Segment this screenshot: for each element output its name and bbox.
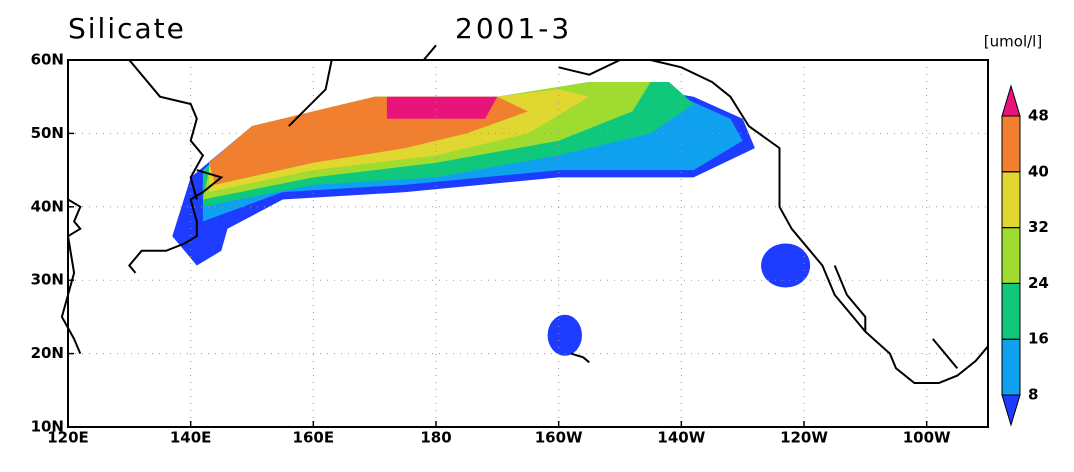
x-tick-label: 160W [535,429,583,447]
colorbar-segment [1001,227,1021,284]
y-tick-label: 20N [31,344,64,362]
y-tick-label: 50N [31,124,64,142]
colorbar-tick-label: 32 [1028,218,1049,236]
x-tick-label: 180 [420,429,451,447]
contour-region [547,314,582,356]
contour-region [761,243,811,288]
chart-subtitle: 2001-3 [455,12,572,45]
x-tick-label: 120E [47,429,89,447]
x-tick-label: 120W [780,429,828,447]
coastline [288,59,333,127]
x-tick-label: 160E [293,429,335,447]
coastline [833,265,867,332]
colorbar-segment [1001,282,1021,340]
contour-fills [172,82,811,356]
x-tick-label: 100W [903,429,951,447]
colorbar-tick-label: 24 [1028,274,1049,292]
colorbar-segment [1001,171,1021,229]
y-tick-label: 60N [31,51,64,69]
contour-region [209,96,528,185]
coastline [932,338,959,369]
coastline [127,169,224,274]
coastline [60,198,82,354]
coastline [422,44,437,61]
colorbar-segment [1001,394,1021,427]
y-tick-label: 30N [31,271,64,289]
coastline [570,352,590,364]
coastline [128,59,205,200]
colorbar-tick-label: 16 [1028,330,1049,348]
axes: 120E 140E 160E 180 160W 140W 120W 100W 10N 20N 30N… [31,51,989,447]
chart-title: Silicate [68,12,186,45]
colorbar-segment [1001,84,1021,117]
y-tick-label: 40N [31,197,64,215]
coastline [558,59,989,384]
colorbar-tick-label: 48 [1028,107,1049,125]
plot-frame [67,59,989,428]
x-tick-label: 140W [657,429,705,447]
colorbar: 8 16 24 32 40 48 [1001,84,1049,427]
colorbar-tick-label: 40 [1028,162,1049,180]
colorbar-label: [umol/l] [984,33,1042,51]
x-tick-label: 140E [170,429,212,447]
y-tick-label: 10N [31,418,64,436]
colorbar-segment [1001,338,1021,396]
contour-region [386,96,498,119]
colorbar-tick-label: 8 [1028,386,1038,404]
colorbar-segment [1001,115,1021,173]
